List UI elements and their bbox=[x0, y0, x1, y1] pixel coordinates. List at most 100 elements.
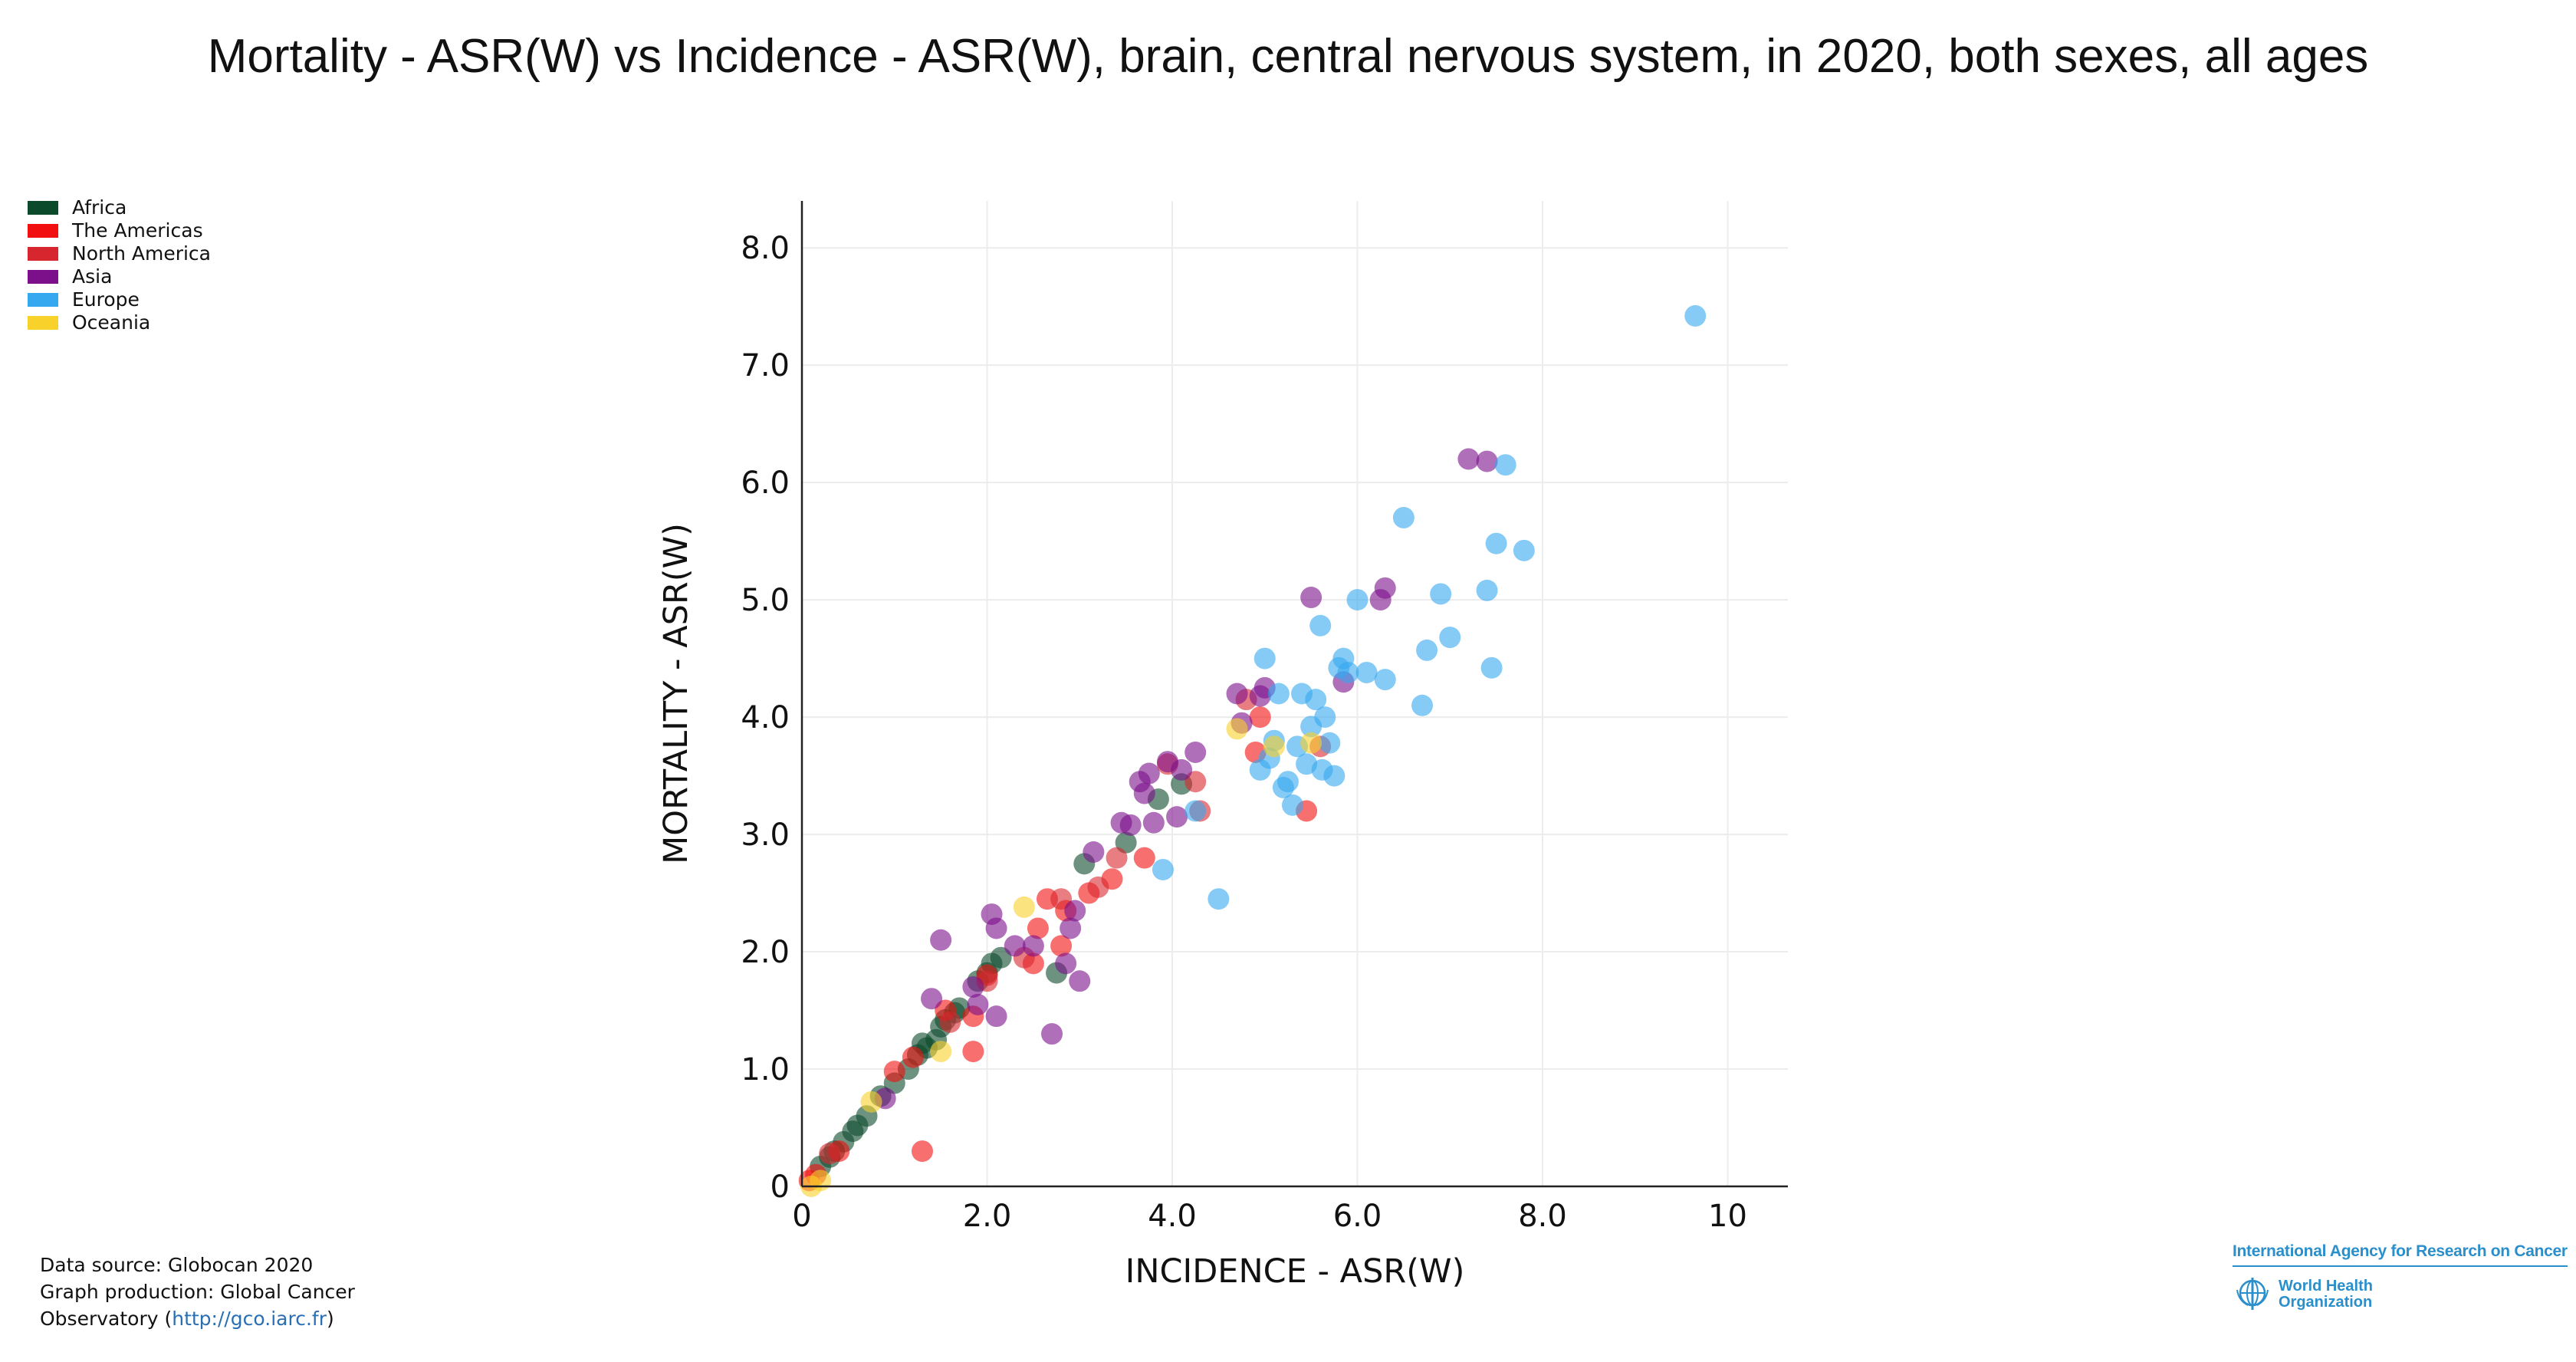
data-point bbox=[1064, 900, 1086, 922]
data-point bbox=[1457, 448, 1480, 470]
data-point bbox=[939, 1011, 961, 1033]
data-point bbox=[1392, 507, 1414, 529]
who-emblem-icon bbox=[2236, 1278, 2269, 1310]
data-point bbox=[1513, 539, 1535, 561]
legend-item[interactable]: Africa bbox=[28, 196, 211, 219]
axes bbox=[800, 201, 1788, 1188]
legend: Africa The Americas North America Asia Europ… bbox=[28, 196, 211, 334]
legend-swatch bbox=[28, 293, 58, 307]
iarc-name: International Agency for Research on Can… bbox=[2233, 1242, 2568, 1267]
data-point bbox=[810, 1170, 832, 1192]
y-tick-label: 2.0 bbox=[741, 935, 790, 970]
legend-label: The Americas bbox=[72, 219, 203, 242]
y-tick-label: 5.0 bbox=[741, 583, 790, 618]
data-point bbox=[1208, 888, 1230, 910]
data-point bbox=[1166, 806, 1188, 828]
data-point bbox=[1138, 762, 1160, 785]
footer: Data source: Globocan 2020 Graph product… bbox=[40, 1252, 355, 1332]
legend-label: Africa bbox=[72, 196, 127, 219]
graph-production-text: Graph production: Global Cancer bbox=[40, 1281, 355, 1303]
data-point bbox=[1276, 771, 1299, 793]
x-tick-label: 0 bbox=[792, 1199, 811, 1234]
who-name-line1: World Health bbox=[2279, 1278, 2373, 1295]
data-point bbox=[962, 1041, 984, 1063]
data-point bbox=[1476, 450, 1498, 472]
data-point bbox=[1309, 614, 1332, 637]
data-point bbox=[902, 1046, 924, 1068]
data-point bbox=[819, 1143, 841, 1165]
y-tick-label: 6.0 bbox=[741, 466, 790, 501]
data-point bbox=[1319, 732, 1341, 754]
data-point bbox=[1106, 847, 1128, 869]
legend-label: Europe bbox=[72, 288, 140, 311]
data-point bbox=[1226, 718, 1248, 740]
data-point bbox=[883, 1061, 905, 1083]
data-point bbox=[967, 993, 989, 1015]
data-point bbox=[1305, 689, 1327, 711]
data-point bbox=[1323, 765, 1346, 787]
data-point bbox=[1684, 304, 1707, 327]
iarc-who-logo: International Agency for Research on Can… bbox=[2233, 1242, 2568, 1314]
chart-title: Mortality - ASR(W) vs Incidence - ASR(W)… bbox=[207, 30, 2369, 83]
x-tick-label: 6.0 bbox=[1333, 1199, 1382, 1234]
legend-label: Asia bbox=[72, 265, 113, 288]
observatory-text: Observatory (http://gco.iarc.fr) bbox=[40, 1305, 355, 1332]
data-point bbox=[1374, 577, 1396, 599]
y-tick-label: 8.0 bbox=[741, 231, 790, 266]
legend-label: North America bbox=[72, 242, 211, 265]
data-point bbox=[1142, 811, 1165, 834]
y-tick-label: 4.0 bbox=[741, 700, 790, 735]
data-point bbox=[1494, 454, 1516, 476]
data-source-text: Data source: Globocan 2020 bbox=[40, 1254, 314, 1276]
data-point bbox=[1184, 741, 1207, 763]
data-point bbox=[1083, 841, 1105, 864]
data-point bbox=[985, 917, 1007, 939]
data-point bbox=[1027, 917, 1049, 939]
data-point bbox=[1060, 917, 1082, 939]
data-point bbox=[1355, 661, 1378, 683]
legend-swatch bbox=[28, 316, 58, 330]
legend-item[interactable]: North America bbox=[28, 242, 211, 265]
gco-link[interactable]: http://gco.iarc.fr bbox=[172, 1308, 327, 1330]
data-point bbox=[930, 929, 952, 951]
data-point bbox=[1314, 706, 1336, 729]
data-point bbox=[1300, 732, 1322, 754]
y-tick-label: 1.0 bbox=[741, 1052, 790, 1087]
legend-item[interactable]: Asia bbox=[28, 265, 211, 288]
legend-swatch bbox=[28, 270, 58, 284]
data-point bbox=[1133, 847, 1155, 869]
data-point bbox=[1374, 669, 1396, 691]
x-tick-label: 10 bbox=[1708, 1199, 1747, 1234]
x-tick-label: 4.0 bbox=[1148, 1199, 1197, 1234]
data-point bbox=[1480, 656, 1503, 679]
legend-item[interactable]: The Americas bbox=[28, 219, 211, 242]
data-point bbox=[1087, 876, 1109, 898]
data-point bbox=[1050, 935, 1073, 957]
data-point bbox=[1346, 589, 1368, 611]
data-point bbox=[1119, 814, 1142, 836]
legend-item[interactable]: Oceania bbox=[28, 311, 211, 334]
y-axis-label: MORTALITY - ASR(W) bbox=[657, 523, 695, 864]
data-point bbox=[1411, 694, 1434, 716]
data-point bbox=[1430, 583, 1452, 605]
data-point bbox=[1254, 647, 1276, 669]
data-point bbox=[921, 988, 943, 1010]
who-name-line2: Organization bbox=[2279, 1294, 2373, 1311]
data-point bbox=[1263, 735, 1285, 758]
data-point bbox=[1249, 706, 1271, 729]
legend-swatch bbox=[28, 247, 58, 261]
who-name: World Health Organization bbox=[2279, 1278, 2373, 1311]
data-point bbox=[860, 1091, 882, 1113]
data-point bbox=[962, 975, 984, 998]
data-point bbox=[1337, 661, 1359, 683]
who-row: World Health Organization bbox=[2233, 1275, 2555, 1314]
data-point bbox=[1226, 683, 1248, 705]
y-tick-label: 3.0 bbox=[741, 818, 790, 853]
legend-item[interactable]: Europe bbox=[28, 288, 211, 311]
grid-lines bbox=[802, 201, 1788, 1186]
legend-label: Oceania bbox=[72, 311, 151, 334]
legend-swatch bbox=[28, 224, 58, 238]
y-tick-label: 0 bbox=[770, 1170, 790, 1205]
data-point bbox=[1439, 627, 1461, 649]
